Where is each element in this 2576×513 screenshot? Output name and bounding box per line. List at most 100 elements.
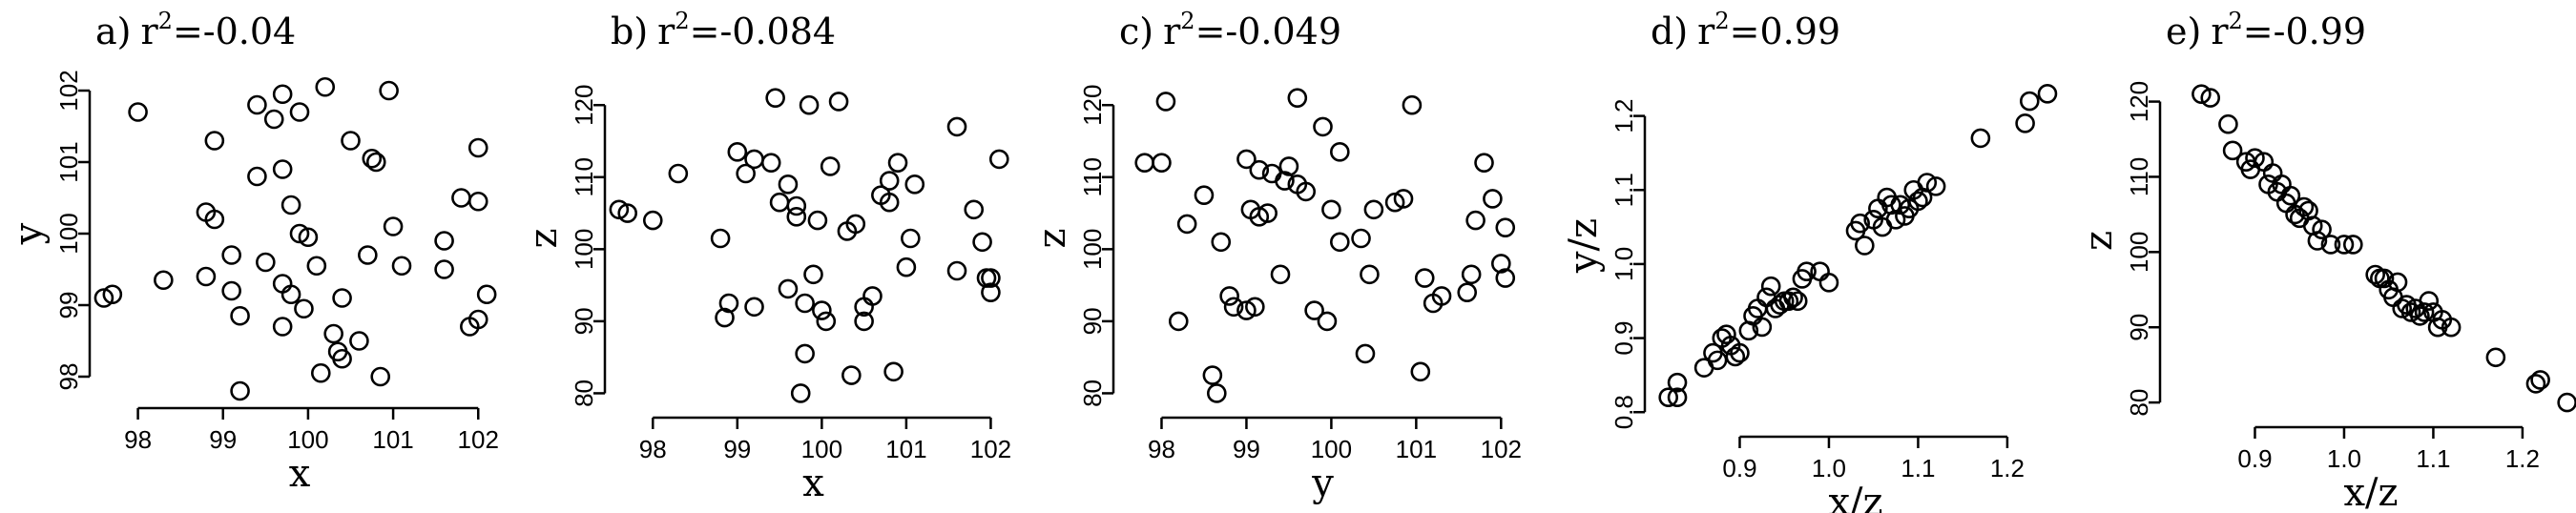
data-point xyxy=(2419,291,2440,311)
y-axis-label: z xyxy=(522,228,566,248)
data-point xyxy=(1384,192,1405,213)
data-point xyxy=(467,191,488,212)
data-point xyxy=(1236,300,1257,320)
data-point xyxy=(332,288,352,308)
data-point xyxy=(795,343,815,364)
data-point xyxy=(434,231,454,251)
data-point xyxy=(1908,191,1928,212)
panel-c-title: c) r2=-0.049 xyxy=(1119,8,1341,52)
y-tick-label: 100 xyxy=(2125,232,2153,273)
data-point xyxy=(289,102,310,122)
data-point xyxy=(2320,235,2341,255)
data-point xyxy=(896,256,917,277)
data-point xyxy=(1760,276,1781,297)
data-point xyxy=(230,305,250,326)
data-point xyxy=(807,210,828,231)
data-point xyxy=(2530,370,2550,390)
data-point xyxy=(2374,268,2395,289)
panel-c-scatter: 98 99 100 101 102 y 80 90 100 110 120 z xyxy=(1030,85,1522,505)
data-point xyxy=(247,166,267,187)
data-point xyxy=(2200,88,2221,108)
data-point xyxy=(1176,214,1197,235)
data-point xyxy=(1317,311,1338,332)
data-point xyxy=(1202,365,1223,385)
y-tick-label: 120 xyxy=(570,85,598,126)
data-point xyxy=(1168,311,1189,332)
data-point xyxy=(887,153,908,173)
data-point xyxy=(434,259,454,279)
y-axis-label: z xyxy=(1030,228,1074,248)
data-point xyxy=(828,92,849,112)
data-point xyxy=(391,256,412,277)
x-axis-label: y xyxy=(1311,462,1334,505)
data-point xyxy=(1249,159,1270,180)
data-point xyxy=(1219,286,1239,306)
data-point xyxy=(467,309,488,330)
data-point xyxy=(964,199,985,220)
data-point xyxy=(1818,273,1839,293)
x-tick-label: 98 xyxy=(124,425,152,454)
y-tick-label: 100 xyxy=(54,213,83,254)
data-point xyxy=(272,84,293,105)
data-point xyxy=(879,171,900,191)
data-point xyxy=(1211,232,1232,253)
data-point xyxy=(1716,324,1736,344)
data-point xyxy=(280,284,301,305)
panel-b-scatter: 98 99 100 101 102 x 80 90 100 110 120 z xyxy=(522,85,1011,505)
data-point xyxy=(1461,264,1482,285)
data-point xyxy=(765,88,785,108)
data-point xyxy=(1491,254,1511,274)
data-point xyxy=(2307,231,2328,251)
x-tick-label: 101 xyxy=(885,435,926,463)
data-point xyxy=(2414,302,2435,322)
data-point xyxy=(2218,113,2238,134)
x-tick-label: 1.0 xyxy=(1812,454,1846,482)
data-point xyxy=(1850,213,1870,234)
data-point xyxy=(1360,264,1380,285)
data-point xyxy=(972,232,992,253)
data-point xyxy=(1207,383,1227,403)
data-point xyxy=(476,284,497,305)
data-point xyxy=(196,266,217,287)
data-point xyxy=(256,252,276,273)
x-axis-label: x xyxy=(802,462,824,505)
x-tick-label: 99 xyxy=(1233,435,1260,463)
data-point xyxy=(310,362,331,383)
data-point xyxy=(467,137,488,158)
data-point xyxy=(1393,189,1414,209)
data-point xyxy=(2312,219,2332,239)
data-point xyxy=(744,297,764,318)
data-point xyxy=(2365,264,2385,285)
data-point xyxy=(1194,185,1215,205)
data-point xyxy=(2294,196,2315,217)
panel-a-title: a) r2=-0.04 xyxy=(95,8,296,52)
x-tick-label: 102 xyxy=(1481,435,1522,463)
y-tick-label: 100 xyxy=(570,229,598,270)
y-tick-label: 90 xyxy=(570,307,598,335)
data-point xyxy=(854,311,874,332)
data-point xyxy=(981,268,1001,288)
data-point xyxy=(769,192,790,213)
data-point xyxy=(204,209,225,230)
x-tick-label: 100 xyxy=(801,435,842,463)
y-tick-label: 1.0 xyxy=(1610,247,1638,281)
data-point xyxy=(816,311,837,332)
x-tick-label: 0.9 xyxy=(2237,444,2272,473)
data-point xyxy=(1730,342,1750,363)
data-point xyxy=(349,331,369,351)
data-point xyxy=(642,210,663,231)
data-point xyxy=(332,348,352,369)
data-point xyxy=(1278,156,1299,176)
data-point xyxy=(370,366,391,387)
x-tick-label: 102 xyxy=(458,425,499,454)
data-point xyxy=(883,361,904,382)
data-point xyxy=(2019,91,2040,112)
data-point xyxy=(988,149,1009,170)
data-point xyxy=(2387,272,2408,293)
data-point xyxy=(981,282,1001,302)
data-point xyxy=(2441,317,2462,338)
data-point xyxy=(812,300,832,320)
y-tick-label: 120 xyxy=(2125,81,2153,122)
data-point xyxy=(1249,207,1270,227)
data-point xyxy=(1778,291,1799,312)
